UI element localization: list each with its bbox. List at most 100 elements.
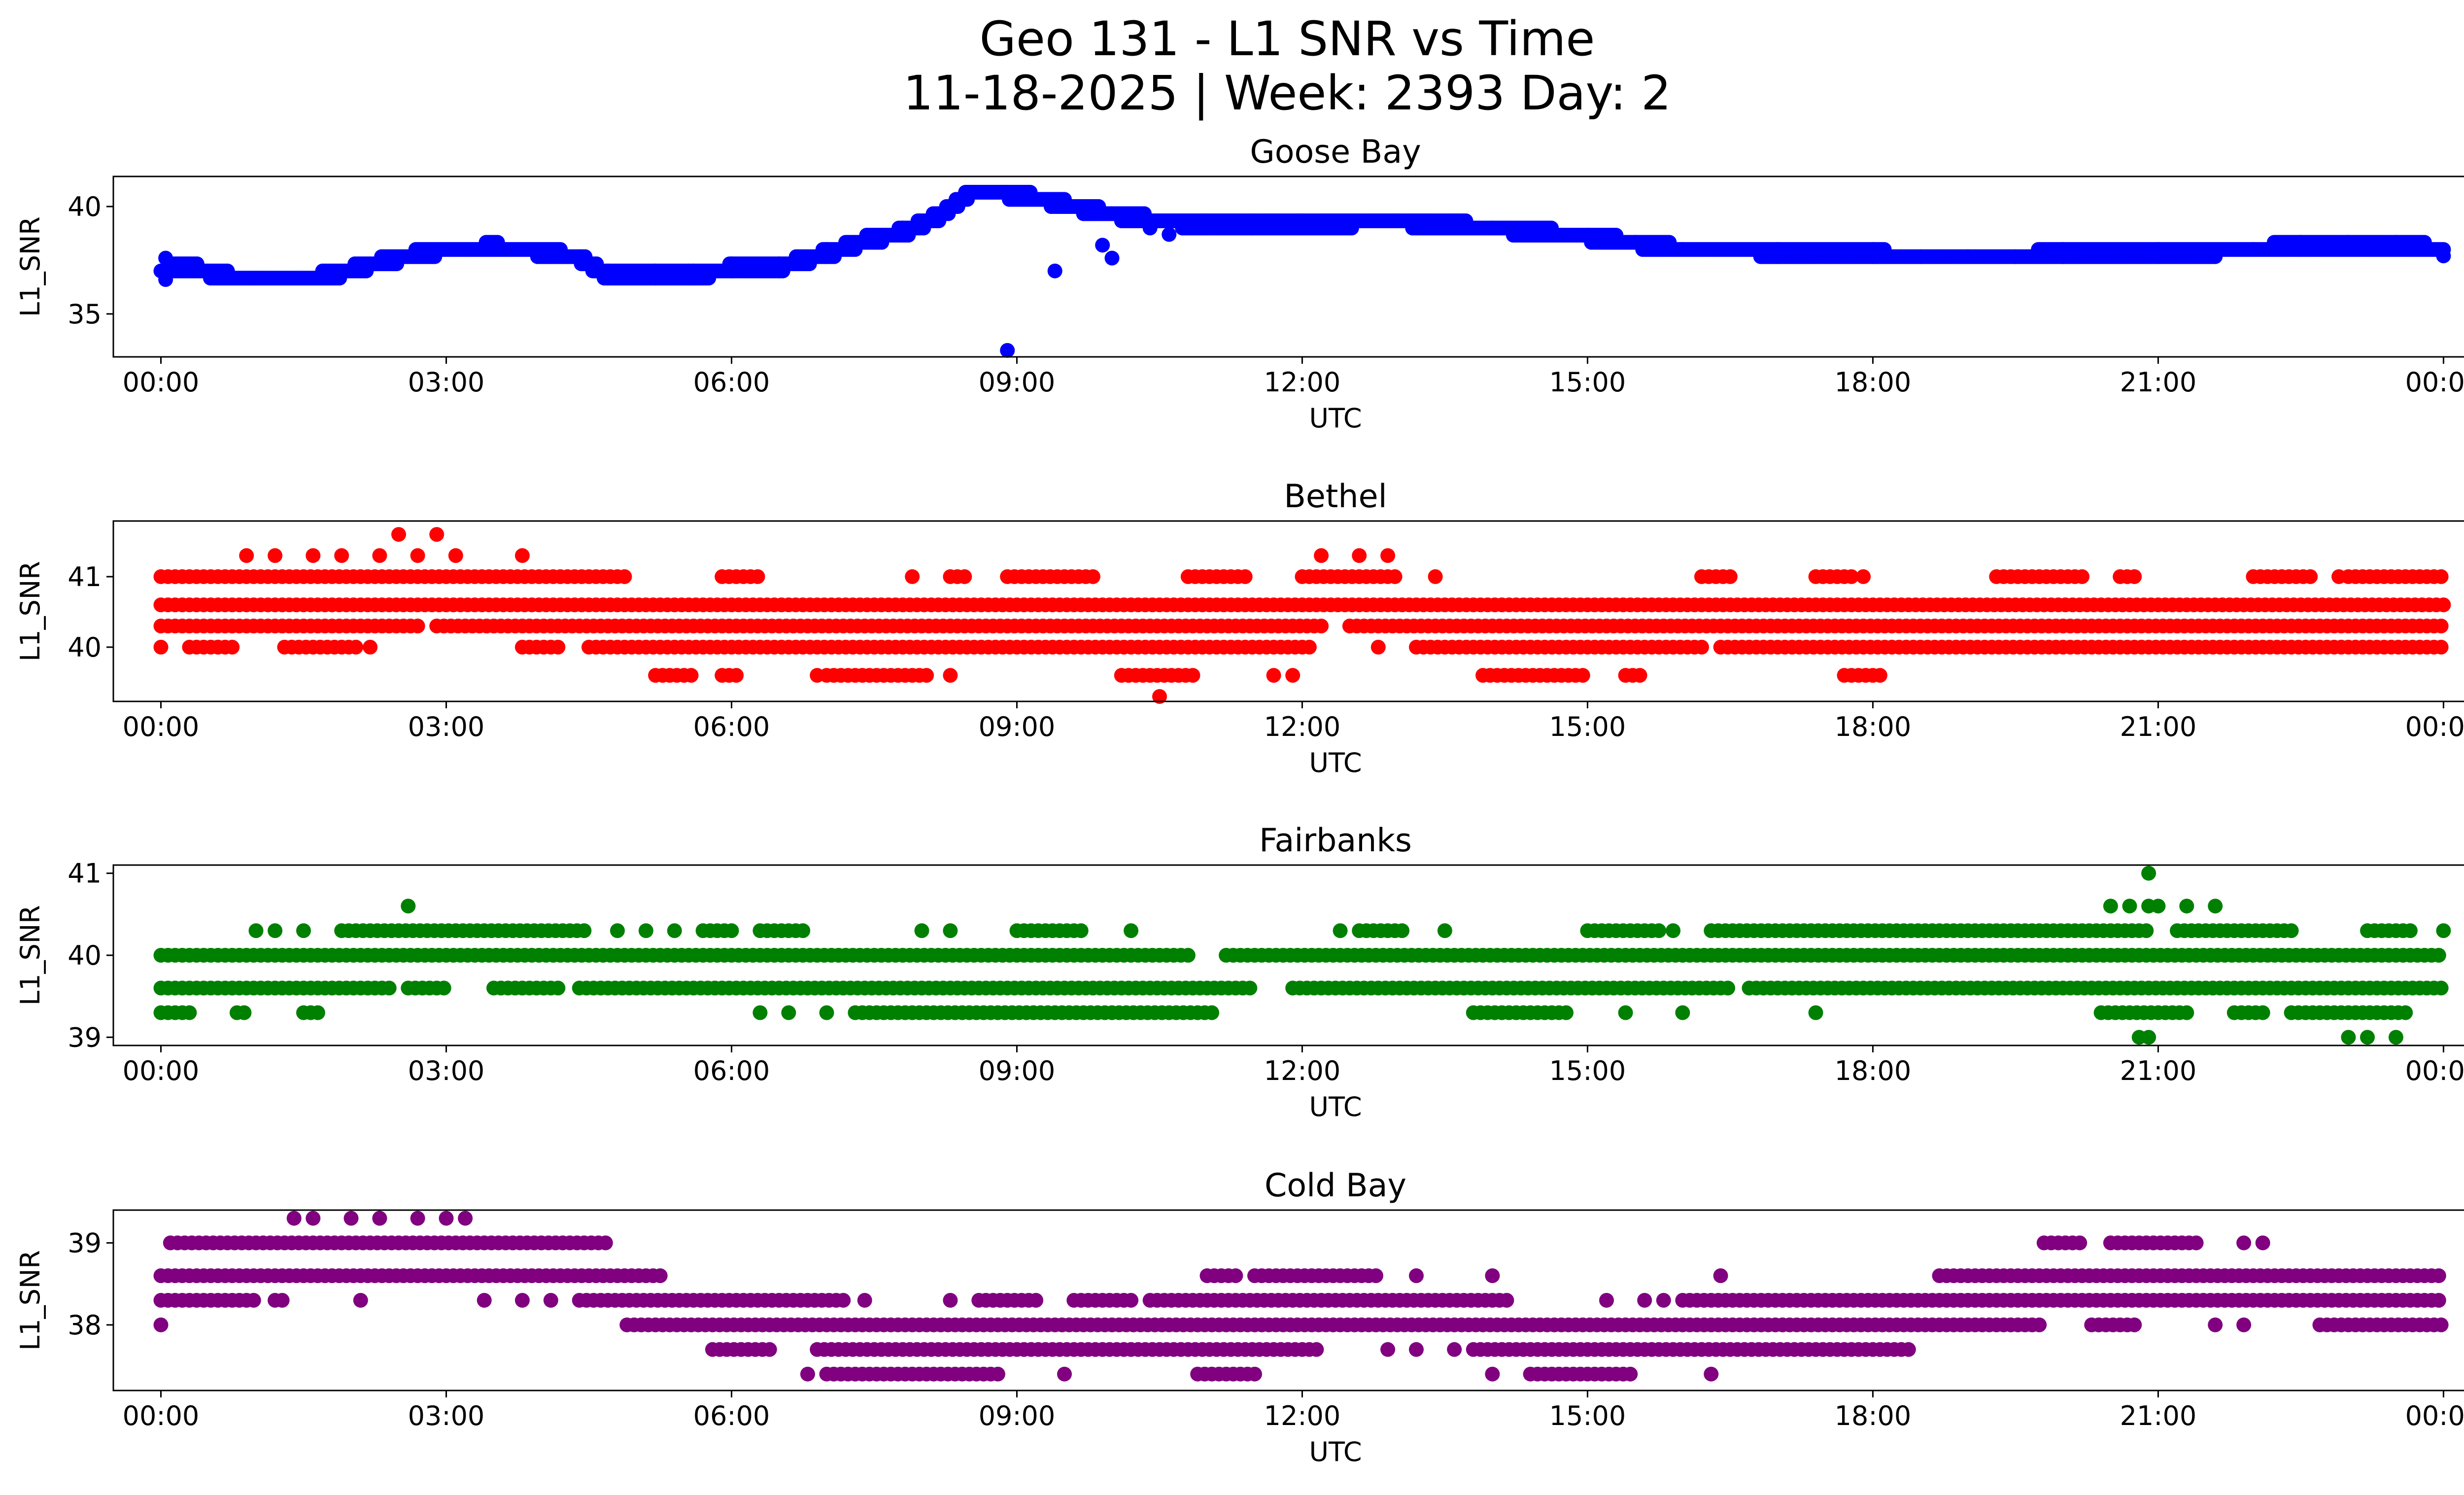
fairbanks-xtick-label: 03:00	[408, 1055, 485, 1086]
bethel-point	[514, 548, 530, 563]
goose-bay-xtick-label: 15:00	[1549, 367, 1626, 398]
cold-bay-point	[2433, 1317, 2449, 1332]
goose-bay-point	[1000, 343, 1015, 358]
cold-bay-point	[2032, 1317, 2047, 1332]
fairbanks-point	[753, 1005, 768, 1020]
bethel-ytick-label: 41	[68, 561, 102, 592]
goose-bay-point	[1095, 238, 1110, 253]
cold-bay-point	[990, 1366, 1005, 1382]
bethel-point	[684, 668, 699, 683]
fairbanks-point	[1675, 1005, 1690, 1020]
fairbanks-point	[2179, 1005, 2194, 1020]
goose-bay-xtick-label: 09:00	[979, 367, 1056, 398]
fairbanks-point	[2179, 899, 2194, 914]
cold-bay-point	[1599, 1293, 1614, 1308]
fairbanks-point	[667, 923, 682, 939]
goose-bay-title: Goose Bay	[1250, 134, 1421, 171]
goose-bay-point	[2436, 248, 2451, 264]
fairbanks-point	[2398, 1005, 2413, 1020]
bethel-point	[750, 569, 765, 584]
fairbanks-point	[610, 923, 625, 939]
bethel-point	[2075, 569, 2089, 584]
cold-bay-point	[1247, 1366, 1262, 1382]
bethel-point	[210, 639, 226, 655]
bethel-point	[2127, 569, 2142, 584]
fairbanks-point	[1124, 923, 1139, 939]
cold-bay-point	[477, 1293, 492, 1308]
bethel-point	[268, 548, 283, 563]
fairbanks-point	[2433, 980, 2449, 996]
fairbanks-ylabel: L1_SNR	[15, 905, 46, 1006]
fairbanks-point	[795, 923, 811, 939]
bethel-point	[1722, 569, 1738, 584]
goose-bay-xlabel: UTC	[1309, 403, 1362, 434]
fairbanks-point	[237, 1005, 252, 1020]
fairbanks-point	[2431, 948, 2446, 963]
bethel-points	[153, 527, 2451, 704]
bethel-point	[919, 668, 934, 683]
bethel-ytick-label: 40	[68, 632, 102, 663]
bethel-point	[391, 527, 406, 542]
fairbanks-point	[2360, 1030, 2375, 1045]
bethel-point	[957, 569, 972, 584]
bethel-point	[1380, 548, 1396, 563]
bethel-point	[1844, 569, 1859, 584]
bethel-point	[1632, 668, 1647, 683]
figure-title-line2: 11-18-2025 | Week: 2393 Day: 2	[903, 66, 1672, 121]
cold-bay-point	[1409, 1342, 1424, 1357]
fairbanks-point	[310, 1005, 325, 1020]
bethel-point	[1085, 569, 1100, 584]
fairbanks-point	[914, 923, 929, 939]
bethel-axes-frame	[112, 520, 2464, 702]
cold-bay-title: Cold Bay	[1265, 1167, 1406, 1204]
fairbanks-point	[2255, 1005, 2270, 1020]
goose-bay-point	[158, 250, 173, 266]
bethel-point	[1856, 569, 1871, 584]
bethel-point	[448, 548, 463, 563]
bethel-point	[2433, 639, 2449, 655]
cold-bay-point	[2236, 1317, 2252, 1332]
fairbanks-point	[1437, 923, 1452, 939]
fairbanks-point	[2388, 1030, 2403, 1045]
bethel-point	[410, 548, 425, 563]
fairbanks-title: Fairbanks	[1259, 822, 1412, 859]
fairbanks-point	[2103, 899, 2118, 914]
fairbanks-point	[1651, 923, 1667, 939]
fairbanks-xtick-label: 18:00	[1835, 1055, 1912, 1086]
bethel-xtick-label: 15:00	[1549, 711, 1626, 742]
fairbanks-point	[436, 980, 451, 996]
bethel-point	[1872, 668, 1887, 683]
bethel-point	[810, 668, 825, 683]
bethel-point	[306, 548, 321, 563]
goose-bay-xtick-label: 00:00	[2405, 367, 2464, 398]
fairbanks-point	[1180, 948, 1196, 963]
fairbanks-point	[381, 980, 397, 996]
cold-bay-point	[598, 1235, 613, 1251]
fairbanks-point	[2436, 923, 2451, 939]
fairbanks-point	[182, 1005, 197, 1020]
fairbanks-ytick-label: 41	[68, 858, 102, 889]
cold-bay-point	[1901, 1342, 1916, 1357]
fairbanks-point	[2122, 899, 2137, 914]
bethel-point	[239, 548, 254, 563]
bethel-point	[410, 619, 425, 633]
fairbanks-xtick-label: 09:00	[979, 1055, 1056, 1086]
bethel-point	[1575, 668, 1590, 683]
bethel-point	[2433, 569, 2449, 584]
goose-bay-xtick-label: 00:00	[123, 367, 200, 398]
goose-bay-point	[1104, 250, 1120, 266]
goose-bay-point	[1162, 227, 1177, 242]
cold-bay-point	[1124, 1293, 1139, 1308]
cold-bay-point	[1380, 1342, 1396, 1357]
bethel-point	[2303, 569, 2318, 584]
cold-bay-point	[246, 1293, 261, 1308]
fairbanks-ytick-label: 39	[68, 1022, 102, 1053]
cold-bay-point	[1447, 1342, 1462, 1357]
cold-bay-point	[2072, 1235, 2088, 1251]
bethel-ylabel: L1_SNR	[15, 561, 46, 661]
bethel-point	[617, 569, 632, 584]
goose-bay-ytick-label: 35	[68, 299, 102, 330]
fairbanks-xtick-label: 06:00	[693, 1055, 770, 1086]
